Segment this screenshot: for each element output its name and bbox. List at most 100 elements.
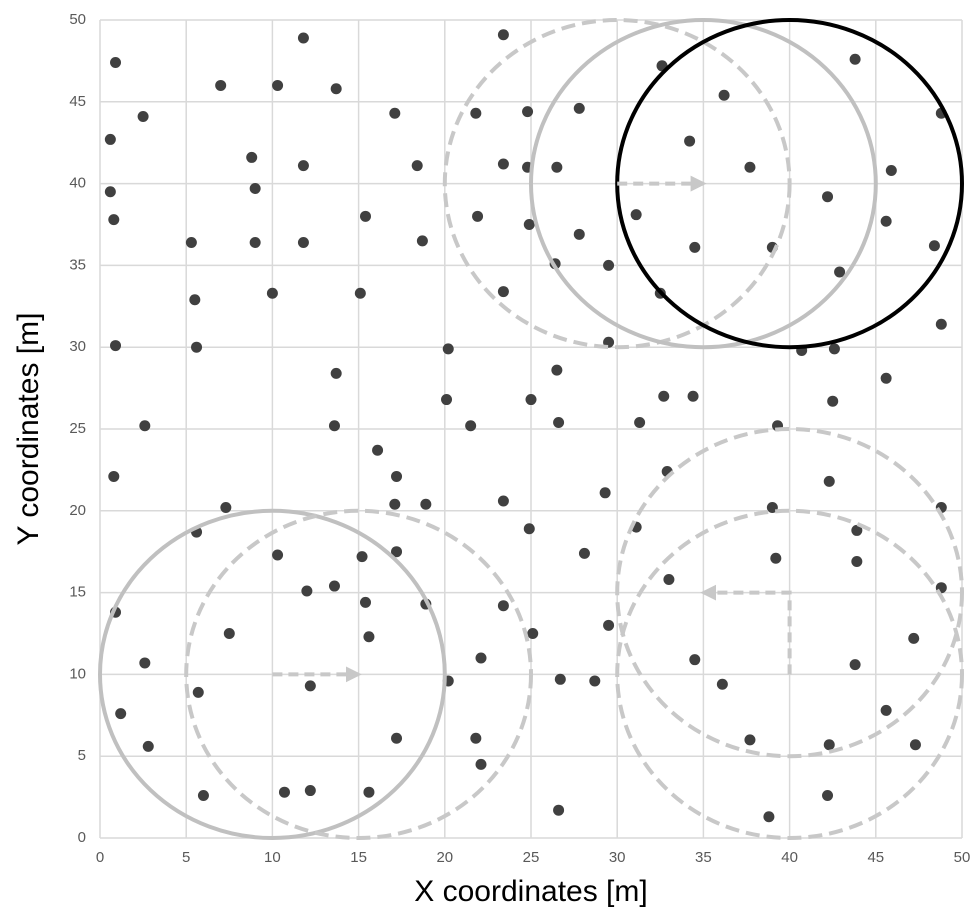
point <box>330 367 342 379</box>
point <box>420 498 432 510</box>
point <box>573 102 585 114</box>
point <box>441 394 453 406</box>
point <box>220 502 232 514</box>
point <box>470 732 482 744</box>
point <box>763 811 775 823</box>
point <box>823 475 835 487</box>
point <box>359 596 371 608</box>
y-tick-label: 20 <box>69 502 86 519</box>
x-axis-title: X coordinates [m] <box>414 875 647 908</box>
point <box>823 739 835 751</box>
point <box>110 57 122 69</box>
point <box>497 495 509 507</box>
point <box>687 390 699 402</box>
circle-outline <box>184 508 533 841</box>
point <box>356 551 368 563</box>
point <box>215 79 227 91</box>
point <box>497 29 509 41</box>
point <box>411 160 423 172</box>
point <box>497 600 509 612</box>
point <box>880 215 892 227</box>
point <box>391 470 403 482</box>
point <box>634 416 646 428</box>
point <box>108 470 120 482</box>
point <box>304 785 316 797</box>
point <box>522 106 534 118</box>
y-tick-label: 40 <box>69 175 86 192</box>
point <box>928 240 940 252</box>
point <box>834 266 846 278</box>
point <box>551 364 563 376</box>
point <box>442 343 454 355</box>
point <box>885 165 897 177</box>
point <box>389 107 401 119</box>
point <box>744 161 756 173</box>
point <box>272 79 284 91</box>
y-tick-label: 0 <box>78 829 86 846</box>
point <box>523 219 535 230</box>
point <box>684 135 696 147</box>
point <box>497 158 509 170</box>
point <box>104 186 116 198</box>
point <box>573 228 585 240</box>
x-tick-label: 0 <box>96 849 104 866</box>
point <box>389 498 401 510</box>
point <box>822 191 834 203</box>
point <box>909 739 921 751</box>
point <box>658 390 670 402</box>
point <box>880 372 892 384</box>
point <box>416 235 428 247</box>
point <box>304 680 316 692</box>
x-tick-label: 45 <box>867 849 884 866</box>
point <box>880 704 892 716</box>
point <box>328 420 340 432</box>
point <box>827 395 839 407</box>
point <box>475 652 487 664</box>
point <box>391 546 403 558</box>
point <box>372 444 384 456</box>
point <box>716 678 728 690</box>
x-tick-label: 50 <box>954 849 971 866</box>
point <box>553 804 565 816</box>
circle-outline <box>529 18 878 350</box>
x-tick-label: 10 <box>264 849 281 866</box>
point <box>718 89 730 101</box>
point <box>497 286 509 298</box>
point <box>849 53 861 65</box>
point <box>191 341 203 353</box>
point <box>851 524 863 536</box>
point <box>527 628 539 639</box>
point <box>525 394 537 406</box>
point <box>354 287 366 299</box>
y-tick-label: 15 <box>69 584 86 601</box>
point <box>822 789 834 801</box>
point <box>297 236 309 248</box>
point <box>363 631 375 643</box>
y-tick-label: 45 <box>69 93 86 110</box>
point <box>663 574 675 586</box>
point <box>246 151 258 163</box>
circle-outline <box>442 18 792 350</box>
point <box>108 214 120 226</box>
point <box>391 732 403 744</box>
point <box>297 32 309 44</box>
point <box>278 786 290 798</box>
point <box>223 628 235 639</box>
point <box>297 160 309 172</box>
point <box>249 236 261 248</box>
point <box>110 340 122 352</box>
point <box>192 686 204 698</box>
point <box>553 416 565 428</box>
point <box>465 420 477 432</box>
point <box>908 632 920 644</box>
point <box>849 659 861 671</box>
point <box>328 580 340 592</box>
point <box>266 287 278 299</box>
y-tick-label: 30 <box>69 338 86 355</box>
point <box>470 107 482 119</box>
x-tick-label: 35 <box>695 849 712 866</box>
point <box>185 236 197 248</box>
point <box>630 209 642 221</box>
x-tick-label: 5 <box>182 849 190 866</box>
